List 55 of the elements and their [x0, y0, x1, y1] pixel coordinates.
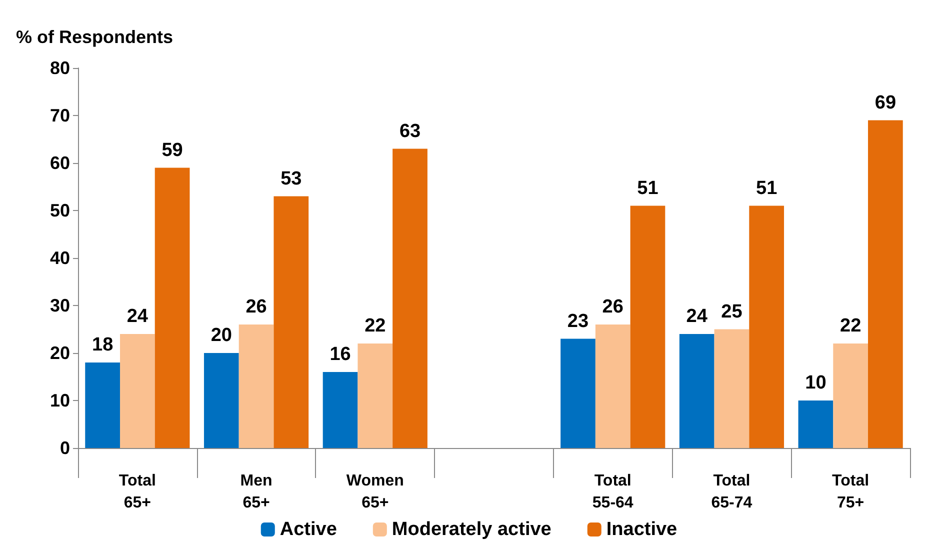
y-tick-label: 30 — [50, 296, 70, 316]
data-label: 53 — [280, 168, 302, 190]
y-tick-label: 50 — [50, 200, 70, 220]
bar — [798, 400, 834, 448]
bar — [120, 334, 155, 448]
bar — [85, 362, 120, 448]
data-label: 59 — [162, 140, 183, 161]
legend-label: Inactive — [606, 519, 678, 540]
y-axis-title: % of Respondents — [16, 27, 174, 47]
bar — [154, 168, 190, 448]
data-label: 24 — [126, 306, 148, 327]
y-tick-label: 60 — [50, 153, 70, 173]
bar — [868, 120, 903, 448]
legend-label: Active — [280, 519, 337, 540]
bar — [595, 324, 630, 448]
bar — [238, 324, 274, 448]
bar — [322, 372, 358, 448]
y-tick-label: 80 — [50, 58, 70, 78]
data-label: 20 — [210, 325, 232, 346]
data-label: 16 — [330, 344, 351, 365]
x-tick-label: Total 65-74 — [711, 472, 752, 512]
bar — [630, 206, 666, 448]
bar — [204, 353, 239, 448]
bar — [560, 338, 596, 448]
data-label: 63 — [399, 120, 421, 142]
y-tick-label: 40 — [50, 248, 70, 268]
legend-label: Moderately active — [392, 519, 552, 540]
y-tick-label: 70 — [50, 106, 70, 126]
x-tick-label: Total 75+ — [832, 472, 870, 512]
x-tick-label: Total 55-64 — [592, 472, 634, 512]
data-label: 22 — [840, 316, 862, 336]
data-label: 51 — [756, 178, 778, 199]
data-label: 51 — [637, 178, 659, 199]
data-label: 23 — [567, 310, 589, 332]
bar — [749, 206, 784, 448]
bar — [274, 196, 309, 448]
data-label: 25 — [721, 301, 743, 322]
data-label: 69 — [874, 92, 896, 114]
data-label: 22 — [364, 316, 386, 336]
data-label: 10 — [805, 372, 826, 394]
y-tick-label: 20 — [50, 343, 70, 363]
bar — [679, 334, 714, 448]
data-label: 26 — [246, 296, 267, 318]
data-label: 24 — [686, 306, 708, 327]
y-tick-label: 0 — [60, 438, 70, 458]
data-label: 18 — [92, 334, 114, 356]
bar — [833, 344, 868, 448]
bar — [392, 148, 428, 448]
x-tick-label: Women 65+ — [346, 472, 404, 512]
bar — [358, 344, 393, 448]
bar — [714, 329, 750, 448]
x-tick-label: Men 65+ — [240, 472, 272, 512]
data-label: 26 — [602, 296, 624, 318]
x-tick-label: Total 65+ — [118, 472, 156, 512]
y-tick-label: 10 — [50, 390, 70, 410]
